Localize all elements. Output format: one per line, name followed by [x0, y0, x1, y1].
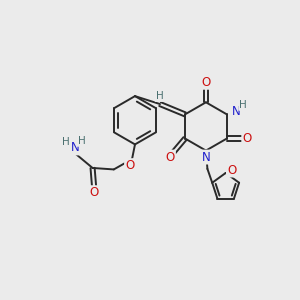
- Text: O: O: [125, 159, 134, 172]
- Text: O: O: [242, 132, 251, 145]
- Text: N: N: [202, 151, 210, 164]
- Text: N: N: [70, 141, 79, 154]
- Text: H: H: [62, 137, 70, 147]
- Text: O: O: [201, 76, 211, 89]
- Text: H: H: [239, 100, 247, 110]
- Text: O: O: [166, 151, 175, 164]
- Text: H: H: [77, 136, 85, 146]
- Text: O: O: [227, 164, 236, 176]
- Text: N: N: [232, 105, 241, 118]
- Text: O: O: [89, 186, 99, 199]
- Text: H: H: [155, 91, 163, 101]
